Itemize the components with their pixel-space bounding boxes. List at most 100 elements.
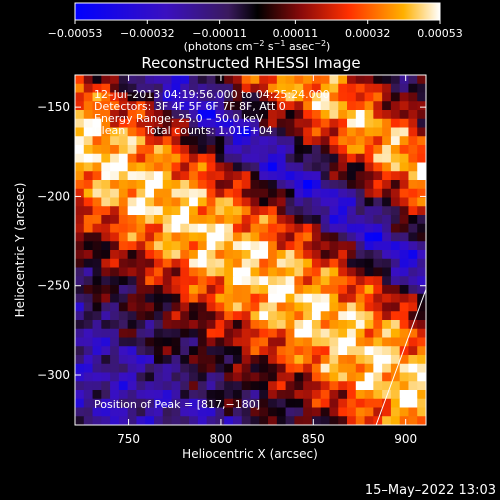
heatmap-cell xyxy=(180,162,190,172)
heatmap-cell xyxy=(355,206,366,216)
heatmap-cell xyxy=(215,188,225,199)
heatmap-cell xyxy=(101,398,111,409)
heatmap-cell xyxy=(101,337,111,347)
heatmap-cell xyxy=(285,390,295,400)
heatmap-cell xyxy=(206,180,217,190)
heatmap-cell xyxy=(338,83,348,94)
heatmap-cell xyxy=(232,302,243,312)
heatmap-cell xyxy=(390,398,401,409)
heatmap-cell xyxy=(355,258,366,269)
heatmap-cell xyxy=(294,162,304,172)
heatmap-cell xyxy=(311,241,322,251)
heatmap-cell xyxy=(285,180,295,190)
heatmap-cell xyxy=(224,328,234,339)
heatmap-cell xyxy=(171,162,181,172)
heatmap-cell xyxy=(259,302,269,312)
heatmap-cell xyxy=(373,285,383,295)
heatmap-cell xyxy=(215,320,225,330)
heatmap-cell xyxy=(364,407,374,417)
heatmap-cell xyxy=(206,398,217,409)
heatmap-cell xyxy=(276,145,287,155)
heatmap-cell xyxy=(171,416,181,425)
heatmap-cell xyxy=(285,215,295,225)
heatmap-cell xyxy=(390,127,401,137)
heatmap-cell xyxy=(145,337,155,347)
heatmap-cell xyxy=(373,197,383,207)
heatmap-cell xyxy=(382,372,392,382)
heatmap-cell xyxy=(417,171,426,181)
heatmap-cell xyxy=(303,162,313,172)
heatmap-cell xyxy=(303,188,313,199)
heatmap-cell xyxy=(303,346,313,356)
heatmap-cell xyxy=(373,118,383,129)
heatmap-cell xyxy=(294,355,304,365)
heatmap-cell xyxy=(241,302,252,312)
heatmap-cell xyxy=(232,241,243,251)
heatmap-cell xyxy=(294,136,304,146)
heatmap-cell xyxy=(382,136,392,146)
heatmap-cell xyxy=(189,258,199,269)
heatmap-cell xyxy=(347,258,357,269)
heatmap-cell xyxy=(189,320,199,330)
heatmap-cell xyxy=(180,293,190,304)
heatmap-cell xyxy=(215,390,225,400)
heatmap-cell xyxy=(136,337,146,347)
heatmap-cell xyxy=(338,180,348,190)
heatmap-cell xyxy=(355,328,366,339)
heatmap-cell xyxy=(320,250,331,260)
heatmap-cell xyxy=(224,206,234,216)
heatmap-cell xyxy=(276,232,287,242)
heatmap-cell xyxy=(417,188,426,199)
heatmap-cell xyxy=(329,118,339,129)
heatmap-cell xyxy=(232,276,243,286)
heatmap-cell xyxy=(136,355,146,365)
heatmap-cell xyxy=(127,346,138,356)
heatmap-cell xyxy=(110,241,120,251)
heatmap-cell xyxy=(92,127,102,137)
heatmap-cell xyxy=(382,118,392,129)
heatmap-cell xyxy=(206,258,217,269)
heatmap-cell xyxy=(224,162,234,172)
heatmap-cell xyxy=(206,250,217,260)
heatmap-cell xyxy=(215,267,225,277)
heatmap-cell xyxy=(311,92,322,102)
heatmap-cell xyxy=(338,328,348,339)
heatmap-cell xyxy=(197,92,208,102)
heatmap-cell xyxy=(311,215,322,225)
heatmap-cell xyxy=(364,110,374,120)
heatmap-cell xyxy=(373,398,383,409)
heatmap-cell xyxy=(311,346,322,356)
heatmap-cell xyxy=(162,180,173,190)
heatmap-cell xyxy=(390,145,401,155)
heatmap-cell xyxy=(232,180,243,190)
heatmap-cell xyxy=(382,223,392,234)
heatmap-cell xyxy=(285,346,295,356)
heatmap-cell xyxy=(390,92,401,102)
heatmap-cell xyxy=(390,250,401,260)
heatmap-cell xyxy=(250,162,260,172)
heatmap-cell xyxy=(347,381,357,391)
heatmap-cell xyxy=(355,101,366,111)
heatmap-cell xyxy=(145,162,155,172)
heatmap-cell xyxy=(127,267,138,277)
heatmap-cell xyxy=(232,311,243,321)
heatmap-cell xyxy=(268,241,278,251)
heatmap-cell xyxy=(285,197,295,207)
heatmap-cell xyxy=(338,215,348,225)
heatmap-cell xyxy=(320,398,331,409)
heatmap-cell xyxy=(101,372,111,382)
heatmap-cell xyxy=(311,267,322,277)
heatmap-cell xyxy=(171,381,181,391)
heatmap-cell xyxy=(110,328,120,339)
heatmap-cell xyxy=(347,311,357,321)
heatmap-cell xyxy=(206,188,217,199)
heatmap-cell xyxy=(399,355,410,365)
heatmap-cell xyxy=(259,92,269,102)
heatmap-cell xyxy=(153,276,164,286)
heatmap-cell xyxy=(276,267,287,277)
heatmap-cell xyxy=(197,110,208,120)
heatmap-cell xyxy=(338,171,348,181)
heatmap-cell xyxy=(347,145,357,155)
heatmap-cell xyxy=(180,197,190,207)
heatmap-cell xyxy=(162,363,173,374)
